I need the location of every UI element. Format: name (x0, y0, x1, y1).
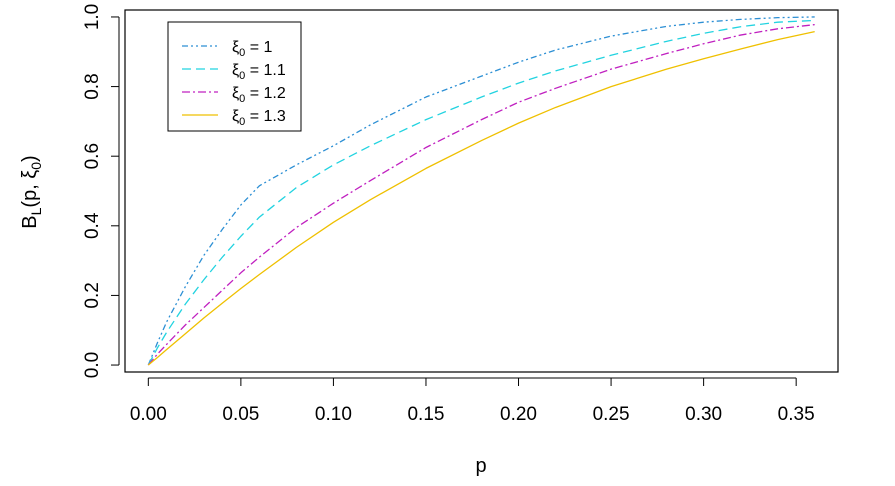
series-line-0 (147, 16, 815, 366)
y-axis-title-rest: (p, ξ (19, 170, 41, 208)
y-tick-label: 0.8 (82, 73, 103, 99)
x-axis: 0.00 0.05 0.10 0.15 0.20 0.25 0.30 0.35 (130, 377, 815, 425)
x-tick-label: 0.25 (593, 404, 630, 425)
plot-frame (124, 9, 839, 373)
x-tick-label: 0.05 (222, 404, 259, 425)
legend-item-xi0-1.2: ξ0 = 1.2 (182, 85, 286, 105)
legend-box (167, 21, 302, 132)
legend-label-xi0-1: ξ0 = 1 (232, 39, 273, 59)
y-axis-title-sub2: 0 (28, 162, 44, 170)
x-tick-label: 0.30 (685, 404, 722, 425)
y-tick-label: 0.4 (82, 212, 103, 239)
legend-item-xi0-1: ξ0 = 1 (182, 39, 273, 59)
x-tick-label: 0.15 (407, 404, 444, 425)
legend-label-xi0-1.2: ξ0 = 1.2 (232, 85, 286, 105)
y-axis: 0.0 0.2 0.4 0.6 0.8 1.0 (82, 4, 120, 378)
y-axis-title-end: ) (19, 155, 41, 162)
x-tick-label: 0.35 (778, 404, 815, 425)
y-axis-title-sub: L (28, 207, 44, 215)
x-axis-title: p (475, 455, 486, 477)
series-layer (147, 16, 815, 366)
x-tick-label: 0.10 (315, 404, 352, 425)
y-tick-label: 0.0 (82, 352, 103, 378)
series-line-3 (147, 30, 815, 366)
y-tick-label: 0.2 (82, 282, 103, 308)
legend-item-xi0-1.3: ξ0 = 1.3 (182, 108, 286, 128)
y-tick-label: 1.0 (82, 4, 103, 30)
series-line-1 (147, 19, 815, 366)
series-line-2 (147, 23, 815, 366)
legend-label-xi0-1.3: ξ0 = 1.3 (232, 108, 286, 128)
y-axis-title: BL(p, ξ0) (19, 155, 44, 228)
y-tick-label: 0.6 (82, 143, 103, 169)
x-tick-label: 0.00 (130, 404, 167, 425)
x-tick-label: 0.20 (500, 404, 537, 425)
legend: ξ0 = 1 ξ0 = 1.1 ξ0 = 1.2 ξ0 = 1.3 (167, 21, 302, 132)
legend-label-xi0-1.1: ξ0 = 1.1 (232, 62, 286, 82)
legend-item-xi0-1.1: ξ0 = 1.1 (182, 62, 286, 82)
y-axis-title-main: B (19, 215, 41, 228)
